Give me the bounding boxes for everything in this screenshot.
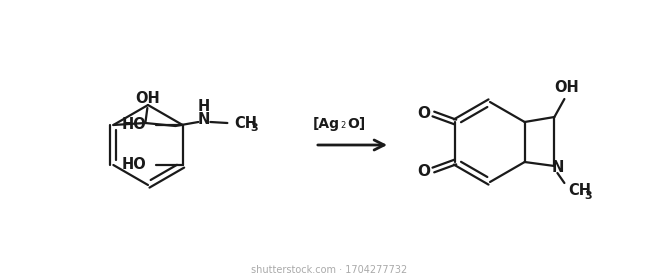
Text: O: O bbox=[417, 106, 430, 120]
Text: HO: HO bbox=[122, 116, 147, 132]
Text: O: O bbox=[417, 164, 430, 179]
Text: H: H bbox=[197, 99, 209, 113]
Text: 3: 3 bbox=[584, 191, 592, 201]
Text: CH: CH bbox=[569, 183, 592, 197]
Text: N: N bbox=[551, 160, 564, 174]
Text: N: N bbox=[197, 111, 209, 127]
Text: [Ag: [Ag bbox=[313, 117, 340, 131]
Text: $_2$: $_2$ bbox=[340, 118, 346, 131]
Text: O]: O] bbox=[347, 117, 366, 131]
Text: HO: HO bbox=[122, 157, 147, 172]
Text: CH: CH bbox=[234, 116, 257, 130]
Text: shutterstock.com · 1704277732: shutterstock.com · 1704277732 bbox=[251, 265, 407, 275]
Text: OH: OH bbox=[135, 90, 160, 106]
Text: 3: 3 bbox=[250, 123, 258, 133]
Text: OH: OH bbox=[554, 80, 579, 95]
